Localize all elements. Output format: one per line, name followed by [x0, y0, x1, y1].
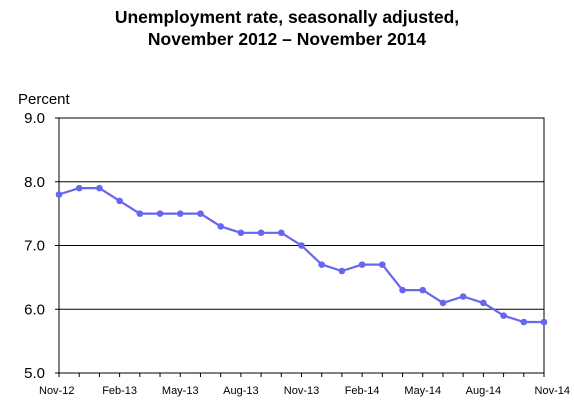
y-tick-label: 7.0	[24, 238, 45, 255]
data-point	[136, 210, 144, 217]
data-point	[116, 197, 123, 205]
x-axis: Nov-12 Feb-13 May-13 Aug-13 Nov-13 Feb-14 May-…	[39, 373, 570, 397]
series-group	[55, 184, 548, 326]
y-tick-label: 6.0	[24, 301, 45, 318]
series-line	[58, 187, 544, 324]
data-point	[318, 261, 326, 268]
data-point	[277, 229, 285, 237]
y-tick-label: 9.0	[24, 110, 45, 127]
y-tick-label: 8.0	[24, 174, 45, 191]
data-point	[338, 267, 346, 275]
x-tick-label: Aug-14	[466, 385, 501, 397]
data-point	[257, 229, 265, 237]
data-point	[439, 299, 447, 307]
x-tick-label: Nov-14	[535, 385, 570, 397]
data-point	[156, 210, 164, 217]
x-tick-label: Nov-12	[39, 385, 74, 397]
chart-title-line-2: November 2012 – November 2014	[147, 29, 427, 49]
x-tick-label: Aug-13	[223, 385, 258, 397]
data-point	[237, 229, 245, 237]
x-tick-label: Nov-13	[284, 385, 319, 397]
data-point	[75, 184, 83, 192]
y-axis: 9.0 8.0 7.0 6.0 5.0	[24, 110, 59, 382]
data-point	[197, 210, 204, 217]
data-point	[419, 286, 427, 294]
data-point	[298, 242, 305, 249]
data-point	[480, 299, 487, 307]
data-point	[55, 191, 63, 198]
y-axis-label: Percent	[18, 91, 71, 108]
data-point	[500, 312, 507, 319]
x-tick-label: May-13	[162, 385, 199, 397]
chart-title-line-1: Unemployment rate, seasonally adjusted,	[114, 7, 460, 27]
data-point	[520, 318, 528, 326]
data-point	[217, 223, 224, 230]
chart-title: Unemployment rate, seasonally adjusted, …	[0, 6, 574, 50]
data-point	[176, 210, 184, 217]
data-point	[399, 286, 406, 294]
data-point	[459, 293, 467, 300]
data-point	[96, 184, 103, 192]
x-tick-label: Feb-13	[102, 385, 137, 397]
x-tick-label: May-14	[404, 385, 441, 397]
data-point	[379, 261, 386, 268]
data-point	[540, 318, 548, 326]
data-point	[358, 261, 366, 268]
y-tick-label: 5.0	[24, 365, 45, 382]
x-tick-label: Feb-14	[345, 385, 380, 397]
